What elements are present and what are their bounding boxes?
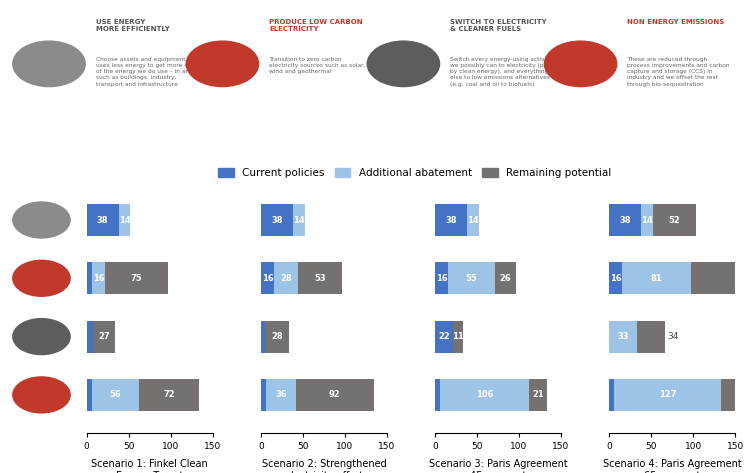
Text: 14: 14	[467, 216, 479, 225]
Bar	[691, 262, 754, 294]
X-axis label: Scenario 3: Paris Agreement
45 per cent: Scenario 3: Paris Agreement 45 per cent	[428, 459, 567, 473]
Bar	[435, 262, 449, 294]
Text: 38: 38	[97, 216, 109, 225]
Bar	[609, 262, 623, 294]
X-axis label: Scenario 2: Strengthened
electricity effort: Scenario 2: Strengthened electricity eff…	[262, 459, 386, 473]
Text: PRODUCE LOW CARBON
ELECTRICITY: PRODUCE LOW CARBON ELECTRICITY	[269, 19, 363, 33]
Bar	[274, 262, 298, 294]
Text: SWITCH TO ELECTRICITY
& CLEANER FUELS: SWITCH TO ELECTRICITY & CLEANER FUELS	[450, 19, 547, 33]
Bar	[106, 262, 168, 294]
Text: NON ENERGY EMISSIONS: NON ENERGY EMISSIONS	[627, 19, 725, 25]
Bar	[261, 204, 293, 236]
Bar	[614, 379, 721, 411]
Text: 14: 14	[293, 216, 305, 225]
Text: 81: 81	[651, 274, 662, 283]
Bar	[87, 204, 118, 236]
Bar	[118, 204, 130, 236]
Text: USE ENERGY
MORE EFFICIENTLY: USE ENERGY MORE EFFICIENTLY	[96, 19, 170, 33]
Text: 33: 33	[617, 332, 629, 341]
Bar	[440, 379, 529, 411]
Bar	[435, 204, 467, 236]
Text: 38: 38	[445, 216, 457, 225]
Text: 55: 55	[466, 274, 477, 283]
Bar	[636, 321, 665, 353]
Bar	[296, 379, 373, 411]
Bar	[92, 262, 106, 294]
Bar	[453, 321, 463, 353]
Text: 75: 75	[131, 274, 143, 283]
Bar	[641, 204, 653, 236]
Text: 28: 28	[280, 274, 292, 283]
Text: 92: 92	[329, 390, 341, 399]
Bar	[87, 379, 92, 411]
Text: 14: 14	[118, 216, 130, 225]
Bar	[265, 321, 289, 353]
Bar	[495, 262, 516, 294]
Text: 34: 34	[667, 332, 679, 341]
Text: 38: 38	[271, 216, 283, 225]
Bar	[529, 379, 547, 411]
Bar	[87, 262, 92, 294]
Text: 38: 38	[619, 216, 631, 225]
Text: These are reduced through
process improvements and carbon
capture and storage (C: These are reduced through process improv…	[627, 57, 730, 87]
Text: 28: 28	[271, 332, 283, 341]
Text: 14: 14	[641, 216, 653, 225]
Bar	[261, 379, 266, 411]
Bar	[609, 321, 636, 353]
Text: 16: 16	[436, 274, 448, 283]
Bar	[435, 379, 440, 411]
Text: 21: 21	[532, 390, 544, 399]
Text: 16: 16	[93, 274, 104, 283]
Text: 106: 106	[476, 390, 493, 399]
Text: 11: 11	[452, 332, 464, 341]
Text: Choose assets and equipment that
uses less energy to get more out
of the energy : Choose assets and equipment that uses le…	[96, 57, 199, 87]
Text: 56: 56	[109, 390, 121, 399]
Bar	[139, 379, 199, 411]
Text: 26: 26	[500, 274, 511, 283]
Bar	[467, 204, 479, 236]
Bar	[653, 204, 697, 236]
Bar	[609, 379, 614, 411]
Bar	[449, 262, 495, 294]
Text: Switch every energy-using activity
we possibly can to electricity (powers
by cle: Switch every energy-using activity we po…	[450, 57, 562, 87]
Bar	[93, 321, 115, 353]
Bar	[266, 379, 296, 411]
Bar	[261, 321, 265, 353]
Bar	[721, 379, 754, 411]
Bar	[298, 262, 342, 294]
Text: 52: 52	[669, 216, 680, 225]
Text: 36: 36	[275, 390, 287, 399]
Bar	[609, 204, 641, 236]
X-axis label: Scenario 1: Finkel Clean
Energy Target: Scenario 1: Finkel Clean Energy Target	[91, 459, 208, 473]
Bar	[435, 321, 453, 353]
Text: 53: 53	[314, 274, 326, 283]
Text: Transition to zero carbon
electricity sources such as solar,
wind and geothermal: Transition to zero carbon electricity so…	[269, 57, 366, 74]
Bar	[261, 262, 274, 294]
Text: 16: 16	[262, 274, 274, 283]
Legend: Current policies, Additional abatement, Remaining potential: Current policies, Additional abatement, …	[214, 164, 615, 182]
Text: 22: 22	[438, 332, 450, 341]
Bar	[92, 379, 139, 411]
Text: 27: 27	[98, 332, 110, 341]
Text: 127: 127	[659, 390, 676, 399]
Text: 16: 16	[610, 274, 621, 283]
Bar	[87, 321, 93, 353]
Bar	[623, 262, 691, 294]
Bar	[293, 204, 305, 236]
Text: 72: 72	[164, 390, 175, 399]
X-axis label: Scenario 4: Paris Agreement
65 per cent
(requires international offsets): Scenario 4: Paris Agreement 65 per cent …	[598, 459, 746, 473]
